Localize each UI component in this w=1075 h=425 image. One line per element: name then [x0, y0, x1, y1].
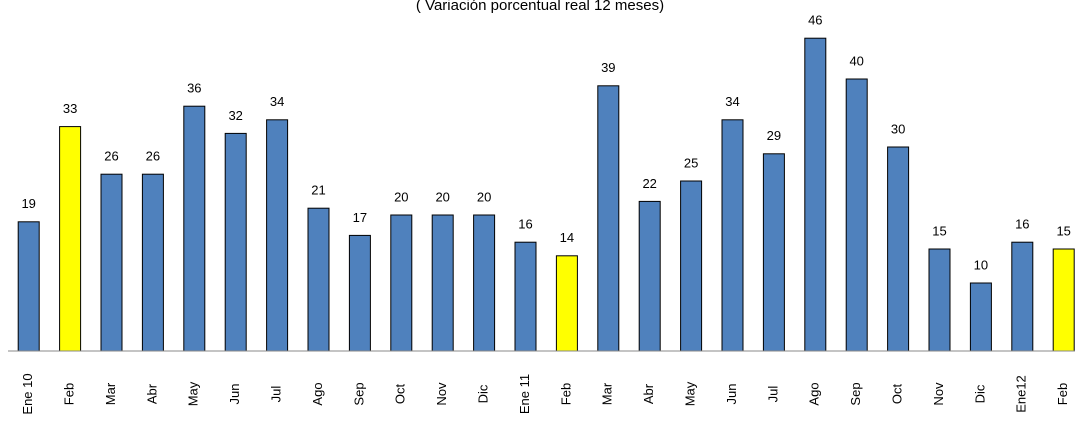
x-tick-label: Sep: [848, 382, 863, 405]
x-tick-label: Oct: [890, 384, 905, 405]
x-tick-label: Feb: [1055, 383, 1070, 405]
value-label: 40: [849, 53, 863, 68]
x-tick-label: Jul: [269, 386, 284, 403]
bar: [887, 146, 910, 352]
value-label: 21: [311, 183, 325, 198]
bar: [555, 255, 578, 352]
x-tick-label: Nov: [434, 382, 449, 406]
value-label: 10: [974, 257, 988, 272]
bar: [597, 85, 620, 352]
x-tick-label: Dic: [476, 384, 491, 403]
x-tick-label: Ago: [310, 382, 325, 405]
bar: [307, 207, 330, 352]
bar: [100, 173, 123, 352]
bar: [17, 221, 40, 352]
x-tick-label: Abr: [641, 383, 656, 404]
x-tick-label: May: [186, 381, 201, 406]
bar: [141, 173, 164, 352]
bar: [514, 241, 537, 352]
bar: [1011, 241, 1034, 352]
value-label: 34: [725, 94, 739, 109]
bar: [266, 119, 289, 352]
x-tick-label: Ene 10: [20, 373, 35, 414]
x-tick-label: Mar: [103, 382, 118, 405]
x-tick-label: May: [683, 381, 698, 406]
x-tick-label: Jun: [724, 384, 739, 405]
value-label: 20: [477, 189, 491, 204]
x-tick-label: Abr: [144, 383, 159, 404]
bar: [680, 180, 703, 352]
x-tick-label: Oct: [393, 384, 408, 405]
value-label: 36: [187, 81, 201, 96]
x-tick-label: Feb: [62, 383, 77, 405]
bar: [845, 78, 868, 352]
bar: [804, 37, 827, 352]
x-tick-label: Jul: [765, 386, 780, 403]
value-label: 32: [228, 108, 242, 123]
bar: [762, 153, 785, 352]
value-label: 30: [891, 121, 905, 136]
value-label: 20: [394, 189, 408, 204]
bar: [224, 132, 247, 352]
value-label: 33: [63, 101, 77, 116]
x-tick-label: Sep: [351, 382, 366, 405]
value-label: 16: [1015, 217, 1029, 232]
x-tick-label: Mar: [600, 382, 615, 405]
bar: [928, 248, 951, 352]
value-label: 22: [642, 176, 656, 191]
x-tick-label: Ago: [807, 382, 822, 405]
x-tick-label: Ene 11: [517, 374, 532, 414]
bar: [638, 200, 661, 352]
x-tick-label: Feb: [558, 383, 573, 405]
x-tick-label: Jun: [227, 384, 242, 405]
value-label: 34: [270, 94, 284, 109]
value-label: 20: [435, 189, 449, 204]
bar: [348, 234, 371, 352]
bar: [59, 126, 82, 352]
bar: [183, 105, 206, 352]
value-label: 15: [932, 223, 946, 238]
value-label: 19: [21, 196, 35, 211]
value-label: 25: [684, 155, 698, 170]
value-label: 26: [104, 149, 118, 164]
bar: [390, 214, 413, 352]
bar: [721, 119, 744, 352]
chart-title: ( Variación porcentual real 12 meses): [416, 0, 664, 14]
x-tick-label: Nov: [931, 382, 946, 406]
value-label: 46: [808, 13, 822, 28]
x-tick-label: Dic: [972, 384, 987, 403]
value-label: 26: [146, 149, 160, 164]
bar: [969, 282, 992, 352]
value-label: 16: [518, 217, 532, 232]
value-label: 39: [601, 60, 615, 75]
value-label: 14: [560, 230, 574, 245]
value-label: 17: [353, 210, 367, 225]
value-label: 29: [767, 128, 781, 143]
bar: [431, 214, 454, 352]
bar: [1052, 248, 1075, 352]
bar: [473, 214, 496, 352]
x-tick-label: Ene12: [1014, 375, 1029, 413]
value-label: 15: [1056, 223, 1070, 238]
